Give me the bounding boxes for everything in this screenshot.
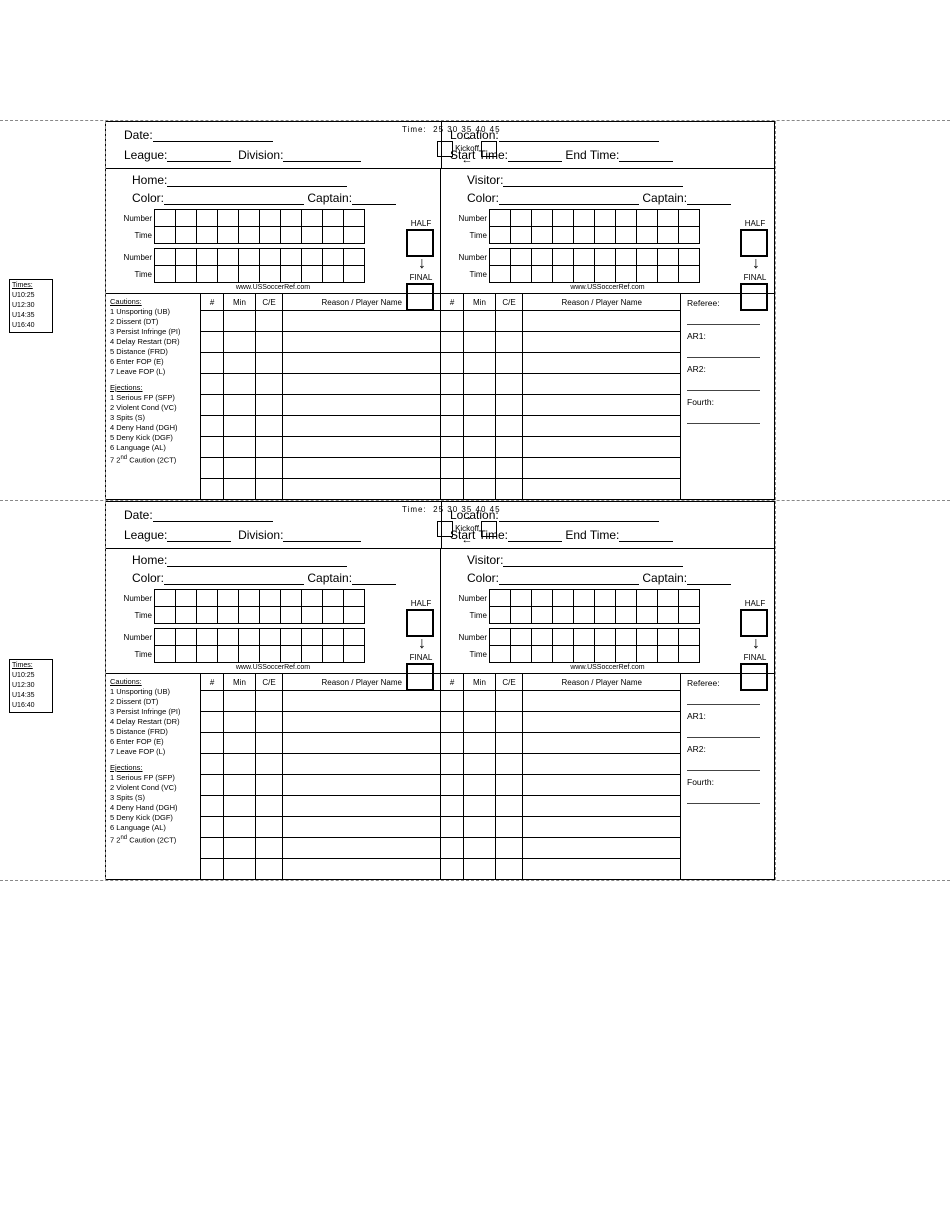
team-panel: Home:Color: Captain:NumberTimeNumberTime…	[106, 169, 440, 293]
ar1-label: AR1:	[687, 331, 760, 341]
card-sheet: Date: League: Division: Time: 25 30 35 40 …	[0, 121, 950, 500]
half-score-box	[406, 229, 434, 257]
final-score-box	[406, 283, 434, 311]
half-label: HALF	[406, 219, 436, 228]
final-label: FINAL	[406, 653, 436, 662]
team-title-label: Home:	[132, 553, 167, 567]
final-label: FINAL	[406, 273, 436, 282]
referee-card: Date: League: Division: Time: 25 30 35 40 …	[105, 501, 775, 880]
top-margin	[0, 0, 950, 121]
kickoff-box-left	[437, 521, 453, 537]
team-panel: Visitor:Color: Captain:NumberTimeNumberT…	[440, 549, 774, 673]
ar1-label: AR1:	[687, 711, 760, 721]
url-text: www.USSoccerRef.com	[447, 284, 768, 291]
url-text: www.USSoccerRef.com	[112, 284, 434, 291]
date-label: Date:	[124, 508, 153, 522]
ar2-label: AR2:	[687, 744, 760, 754]
discipline-table-visitor: #MinC/EReason / Player Name	[441, 294, 681, 499]
final-score-box	[740, 283, 768, 311]
half-score-box	[406, 609, 434, 637]
referee-card: Date: League: Division: Time: 25 30 35 40 …	[105, 121, 775, 500]
officials-panel: Referee:AR1:AR2:Fourth:	[681, 294, 766, 499]
captain-label: Captain:	[307, 191, 352, 205]
captain-label: Captain:	[307, 571, 352, 585]
cautions-key: Cautions:1 Unsporting (UB)2 Dissent (DT)…	[106, 294, 201, 499]
fourth-label: Fourth:	[687, 397, 760, 407]
arrow-down-icon: ↓	[752, 259, 760, 269]
discipline-table-visitor: #MinC/EReason / Player Name	[441, 674, 681, 879]
times-key: Times:U10:25U12:30U14:35U16:40	[9, 279, 53, 333]
half-score-box	[740, 609, 768, 637]
kickoff-block: → Kickoff ←	[434, 134, 500, 164]
discipline-table-home: #MinC/EReason / Player Name	[201, 674, 441, 879]
color-label: Color:	[467, 571, 499, 585]
color-label: Color:	[132, 191, 164, 205]
arrow-down-icon: ↓	[752, 639, 760, 649]
division-label: Division:	[238, 528, 283, 542]
kickoff-block: → Kickoff ←	[434, 514, 500, 544]
half-label: HALF	[406, 599, 436, 608]
final-score-box	[406, 663, 434, 691]
team-panel: Visitor:Color: Captain:NumberTimeNumberT…	[440, 169, 774, 293]
url-text: www.USSoccerRef.com	[447, 664, 768, 671]
team-panel: Home:Color: Captain:NumberTimeNumberTime…	[106, 549, 440, 673]
date-label: Date:	[124, 128, 153, 142]
half-label: HALF	[740, 599, 770, 608]
arrow-down-icon: ↓	[418, 639, 426, 649]
ar2-label: AR2:	[687, 364, 760, 374]
league-label: League:	[124, 528, 167, 542]
fourth-label: Fourth:	[687, 777, 760, 787]
color-label: Color:	[132, 571, 164, 585]
discipline-table-home: #MinC/EReason / Player Name	[201, 294, 441, 499]
url-text: www.USSoccerRef.com	[112, 664, 434, 671]
final-label: FINAL	[740, 273, 770, 282]
team-title-label: Visitor:	[467, 553, 503, 567]
end-time-label: End Time:	[565, 528, 619, 542]
times-key: Times:U10:25U12:30U14:35U16:40	[9, 659, 53, 713]
half-label: HALF	[740, 219, 770, 228]
captain-label: Captain:	[642, 571, 687, 585]
kickoff-box-left	[437, 141, 453, 157]
card-sheet: Date: League: Division: Time: 25 30 35 40 …	[0, 501, 950, 880]
arrow-down-icon: ↓	[418, 259, 426, 269]
time-options: Time: 25 30 35 40 45	[402, 125, 501, 134]
final-label: FINAL	[740, 653, 770, 662]
end-time-label: End Time:	[565, 148, 619, 162]
team-title-label: Visitor:	[467, 173, 503, 187]
kickoff-box-right	[481, 141, 497, 157]
officials-panel: Referee:AR1:AR2:Fourth:	[681, 674, 766, 879]
half-score-box	[740, 229, 768, 257]
color-label: Color:	[467, 191, 499, 205]
division-label: Division:	[238, 148, 283, 162]
captain-label: Captain:	[642, 191, 687, 205]
bottom-margin	[0, 881, 950, 1061]
kickoff-box-right	[481, 521, 497, 537]
final-score-box	[740, 663, 768, 691]
team-title-label: Home:	[132, 173, 167, 187]
league-label: League:	[124, 148, 167, 162]
cautions-key: Cautions:1 Unsporting (UB)2 Dissent (DT)…	[106, 674, 201, 879]
time-options: Time: 25 30 35 40 45	[402, 505, 501, 514]
